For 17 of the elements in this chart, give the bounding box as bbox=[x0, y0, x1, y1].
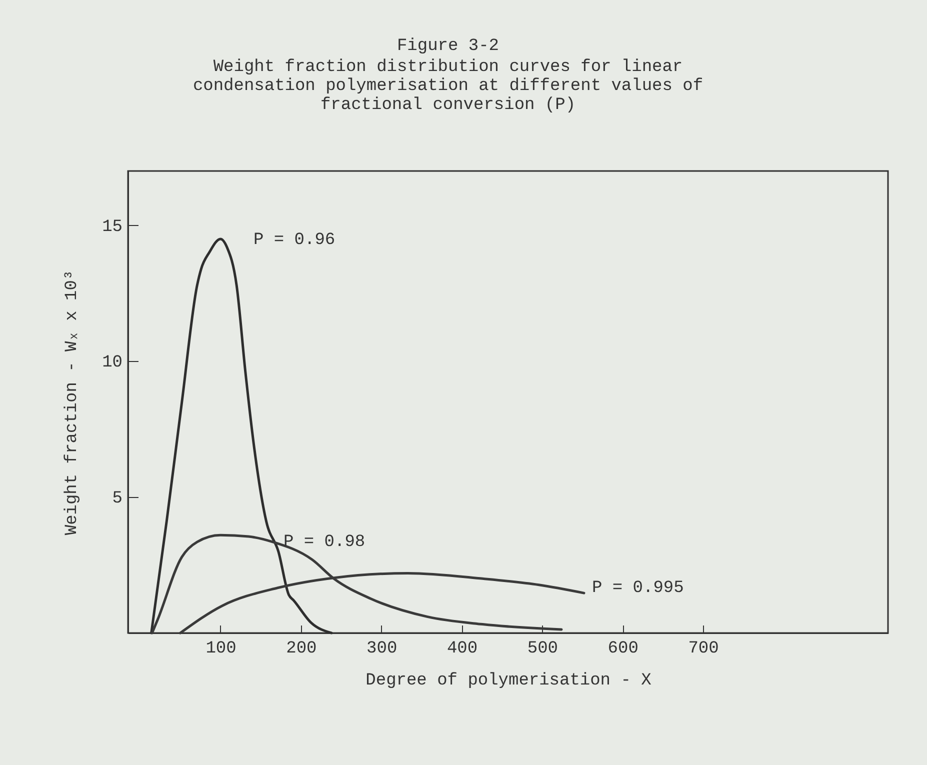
x-tick-label: 700 bbox=[688, 640, 719, 658]
series-label: P = 0.98 bbox=[283, 533, 366, 552]
x-tick-label: 600 bbox=[608, 640, 638, 658]
series-label: P = 0.995 bbox=[592, 579, 684, 598]
x-axis-title: Degree of polymerisation - X bbox=[366, 672, 652, 690]
y-tick-label: 5 bbox=[112, 490, 122, 509]
y-tick-label: 15 bbox=[102, 218, 122, 237]
chart-title: Figure 3-2 bbox=[396, 37, 500, 56]
y-axis-title: Weight fraction - Wₓ x 10³ bbox=[63, 270, 82, 536]
series-label: P = 0.96 bbox=[253, 230, 336, 250]
x-tick-label: 100 bbox=[206, 640, 236, 658]
x-tick-label: 500 bbox=[527, 640, 558, 658]
x-tick-label: 400 bbox=[446, 640, 478, 658]
x-tick-label: 300 bbox=[366, 640, 398, 658]
y-tick-label: 10 bbox=[102, 354, 122, 373]
chart-subtitle: Weight fraction distribution curves for linear condensation polymerisation at different values of fractional conversion (P) bbox=[192, 58, 704, 115]
x-tick-label: 200 bbox=[286, 640, 317, 658]
